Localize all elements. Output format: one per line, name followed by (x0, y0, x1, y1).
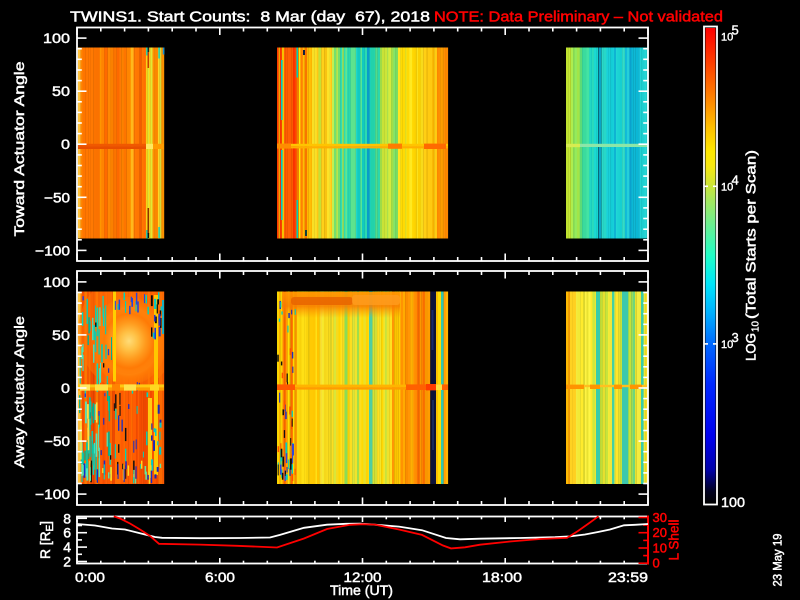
svg-text:100: 100 (43, 30, 70, 46)
svg-text:10: 10 (721, 32, 733, 44)
svg-text:10: 10 (653, 541, 667, 556)
svg-text:6: 6 (63, 525, 71, 541)
svg-text:NOTE: Data Preliminary – Not v: NOTE: Data Preliminary – Not validated (434, 9, 723, 26)
svg-text:0: 0 (61, 136, 70, 152)
svg-text:0: 0 (61, 380, 70, 396)
svg-text:0:00: 0:00 (75, 569, 105, 585)
svg-text:12:00: 12:00 (344, 569, 382, 585)
svg-text:8: 8 (63, 510, 71, 526)
svg-text:23:59: 23:59 (608, 569, 648, 585)
svg-text:−50: −50 (44, 433, 70, 449)
svg-text:18:00: 18:00 (482, 569, 522, 585)
svg-text:0: 0 (653, 556, 660, 571)
svg-text:−100: −100 (35, 242, 70, 258)
svg-text:4: 4 (63, 539, 71, 555)
svg-text:6:00: 6:00 (205, 569, 235, 585)
svg-text:3: 3 (732, 330, 739, 345)
svg-text:10: 10 (751, 321, 762, 332)
svg-text:100: 100 (43, 274, 70, 290)
svg-text:23 May 19: 23 May 19 (771, 533, 785, 586)
svg-text:L Shell: L Shell (666, 520, 682, 561)
svg-text:5: 5 (732, 23, 739, 38)
svg-text:10: 10 (721, 339, 733, 351)
svg-text:TWINS1. Start Counts: 8 Mar (: TWINS1. Start Counts: 8 Mar (day 67), 20… (70, 9, 430, 26)
svg-text:2: 2 (63, 554, 71, 570)
svg-text:Toward Actuator Angle: Toward Actuator Angle (11, 61, 27, 236)
svg-text:50: 50 (52, 327, 70, 343)
svg-text:30: 30 (653, 510, 667, 525)
svg-text:20: 20 (653, 525, 667, 540)
svg-text:−100: −100 (35, 486, 70, 502)
svg-text:Away Actuator Angle: Away Actuator Angle (11, 316, 27, 468)
svg-text:Time (UT): Time (UT) (330, 582, 393, 598)
svg-text:10: 10 (721, 182, 733, 194)
svg-text:−50: −50 (44, 189, 70, 205)
svg-text:50: 50 (52, 83, 70, 99)
svg-text:(Total Starts per Scan): (Total Starts per Scan) (744, 150, 759, 319)
svg-text:LOG: LOG (744, 333, 759, 361)
svg-text:4: 4 (732, 173, 739, 188)
svg-text:100: 100 (721, 494, 745, 510)
